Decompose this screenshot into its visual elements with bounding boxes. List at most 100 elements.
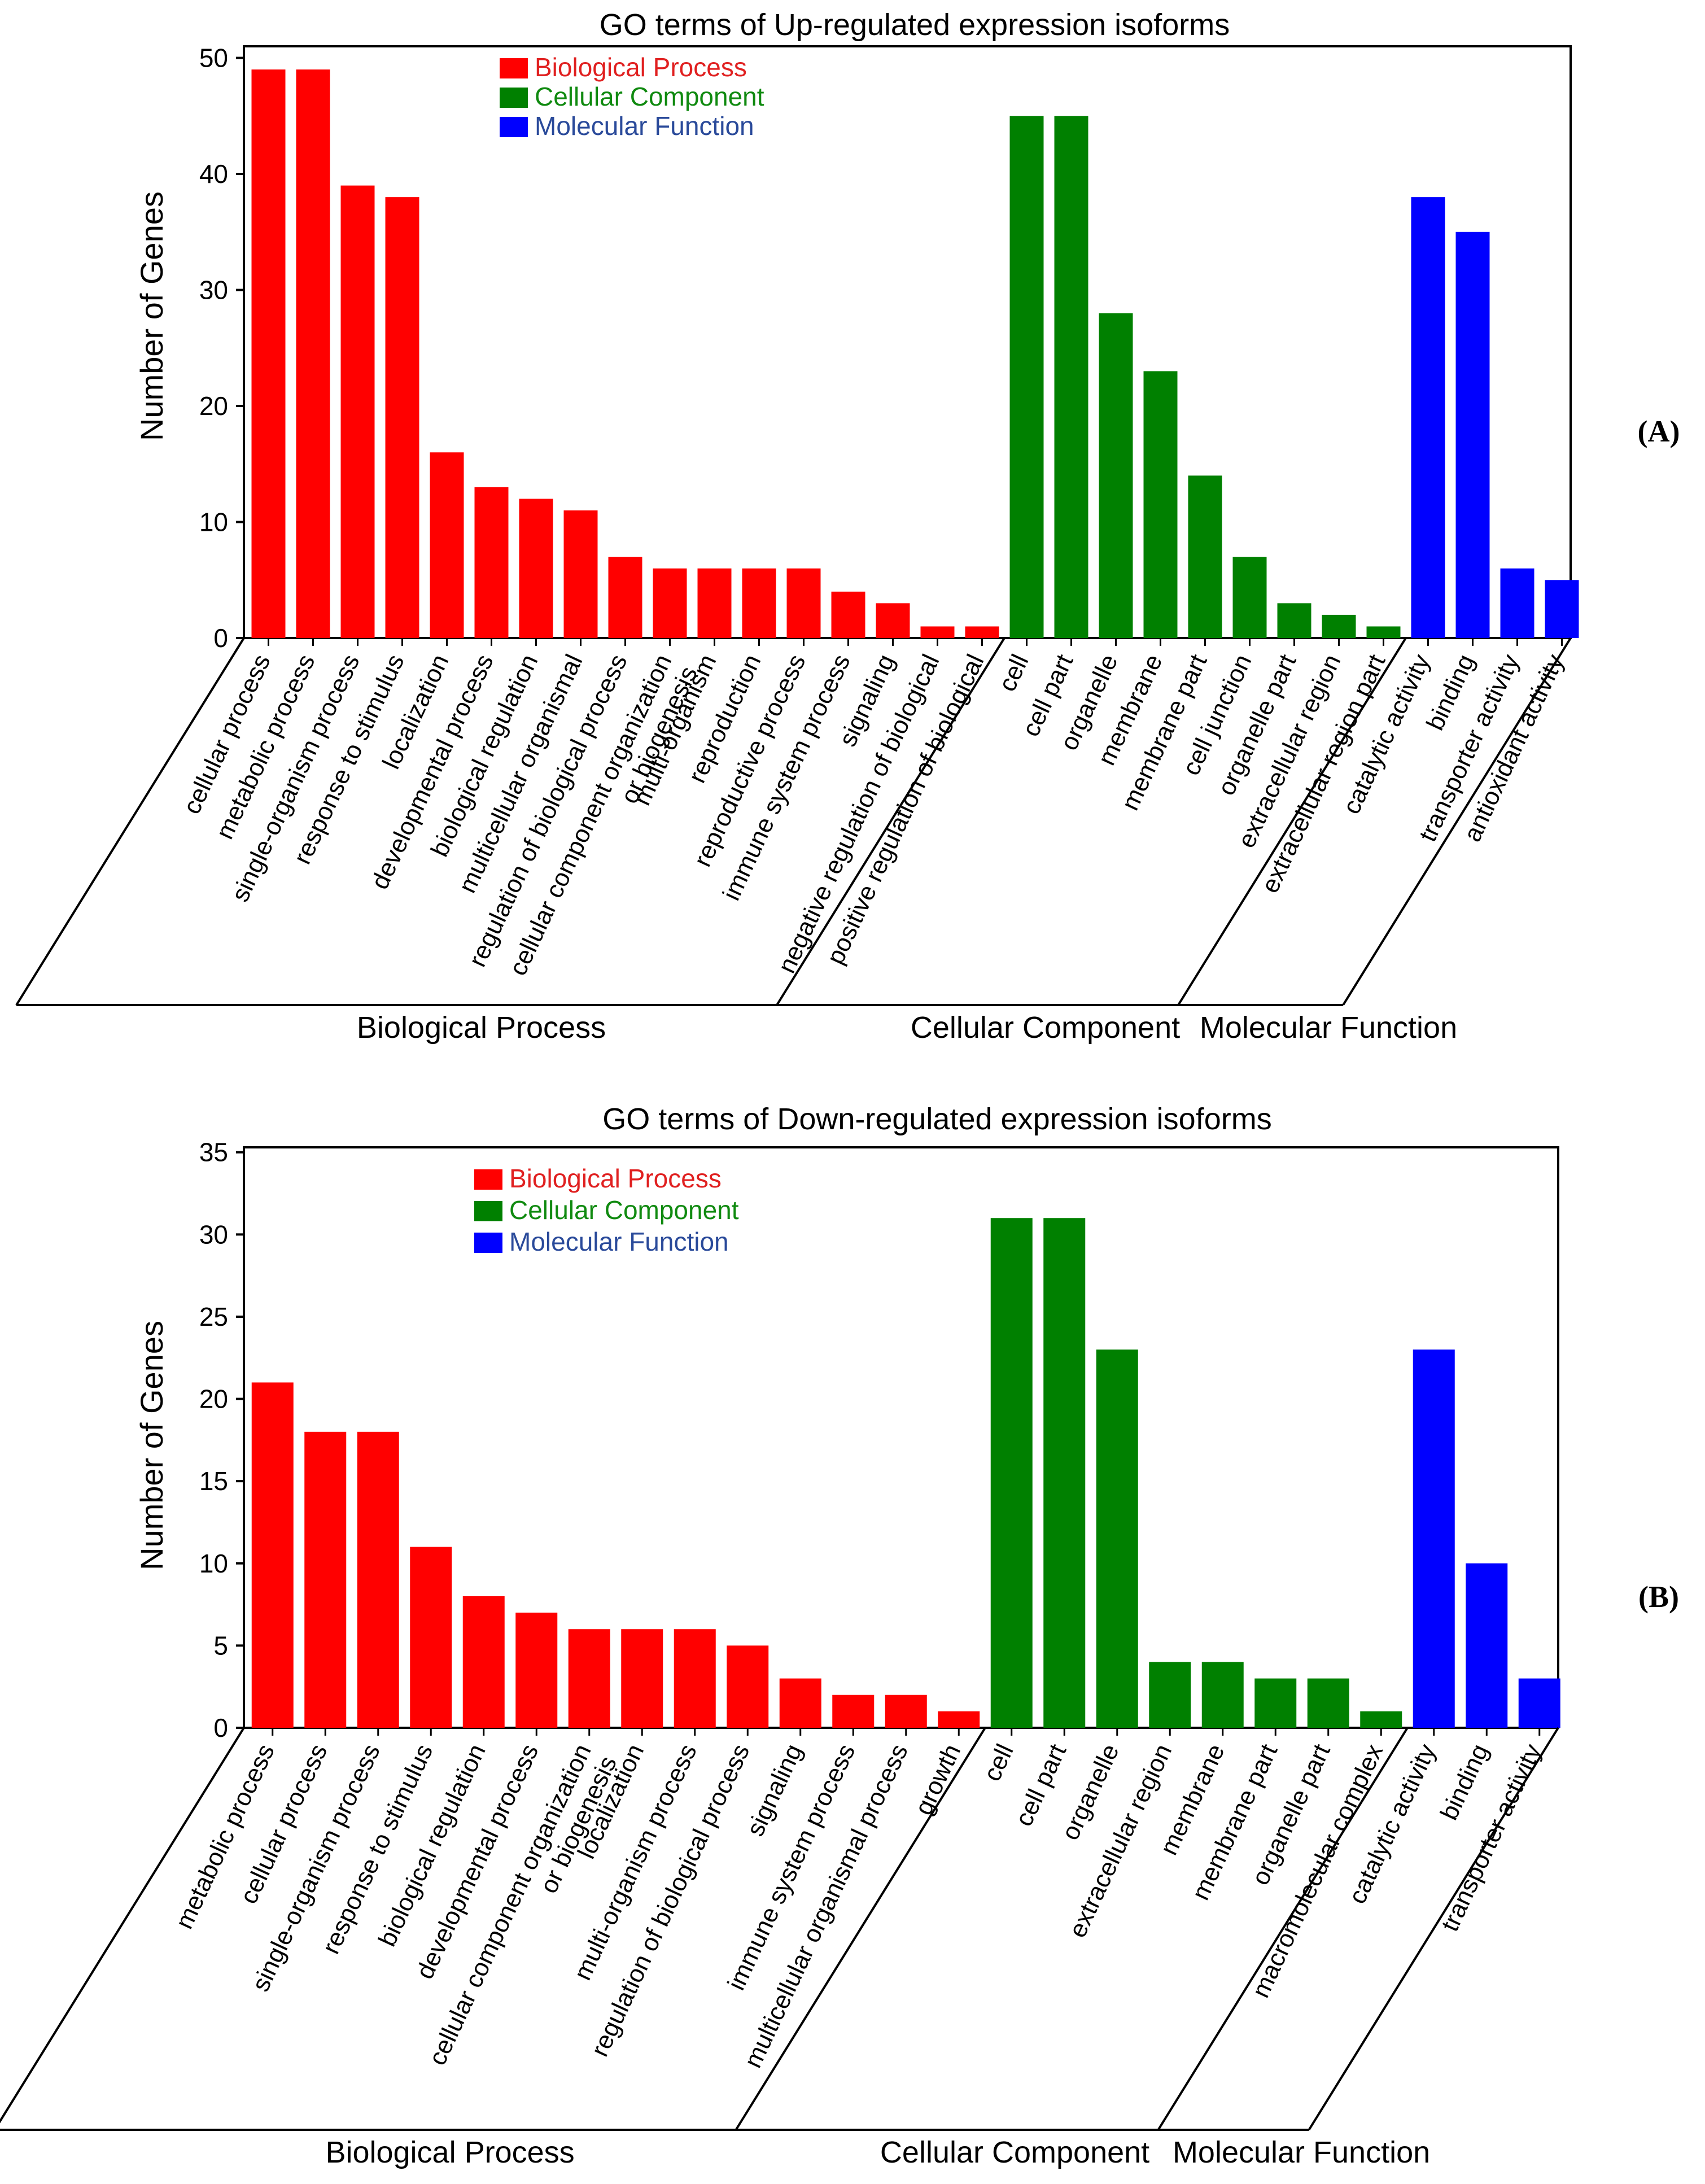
bar-cellular-process [251,69,286,639]
bar-response-to-stimulus [385,197,419,638]
bar-cellular-component-organization-or-biogenesis [653,568,687,638]
panel-b-label: (B) [1638,1580,1679,1614]
legend-swatch-molecular-function [474,1233,502,1253]
group-label-biological-process: Biological Process [325,2135,574,2169]
bar-signaling [779,1678,821,1728]
bar-regulation-of-biological-process [608,557,642,638]
legend-swatch-biological-process [500,58,528,78]
legend-label-molecular-function: Molecular Function [535,111,754,141]
bar-metabolic-process [296,69,330,639]
bar-organelle [1096,1349,1138,1728]
bar-transporter-activity [1518,1678,1560,1728]
bar-cell [1009,116,1044,638]
bar-catalytic-activity [1413,1349,1455,1728]
bar-signaling [876,603,910,638]
bar-reproduction [742,568,776,638]
y-tick-label: 20 [199,391,228,421]
bar-localization [430,452,464,638]
bar-cellular-process [304,1431,347,1728]
y-tick-label: 10 [199,508,228,537]
group-label-molecular-function: Molecular Function [1173,2135,1430,2169]
legend-label-biological-process: Biological Process [509,1164,722,1193]
y-tick-label: 10 [199,1549,228,1578]
bar-organelle-part [1277,603,1311,638]
bar-response-to-stimulus [410,1547,452,1728]
bar-single-organism-process [340,185,375,638]
bar-membrane-part [1188,475,1222,638]
bar-single-organism-process [357,1431,399,1728]
group-bracket-left [0,1727,245,2124]
bar-binding [1466,1563,1508,1728]
y-tick-label: 25 [199,1302,228,1331]
bar-catalytic-activity [1411,197,1445,638]
bar-cellular-component-organization-or-biogenesis [568,1629,610,1728]
y-tick-label: 0 [213,623,228,653]
bar-positive-regulation-of-biological [965,626,999,638]
group-label-molecular-function: Molecular Function [1200,1011,1457,1045]
bar-growth [938,1711,980,1728]
y-tick-label: 20 [199,1384,228,1414]
bar-membrane [1201,1662,1244,1728]
bar-binding [1455,231,1490,638]
group-label-cellular-component: Cellular Component [880,2135,1149,2169]
group-label-biological-process: Biological Process [357,1011,606,1045]
y-tick-label: 35 [199,1138,228,1167]
bar-immune-system-process [832,1694,875,1728]
legend-label-molecular-function: Molecular Function [509,1227,729,1256]
bar-metabolic-process [251,1382,294,1728]
bar-extracellular-region-part [1366,626,1401,638]
bar-multi-organism [697,568,732,638]
bar-cell-part [1043,1218,1086,1728]
group-bracket-left [1177,637,1407,1006]
bar-multicellular-organismal [563,510,598,638]
legend-label-cellular-component: Cellular Component [535,82,764,111]
bar-reproductive-process [786,568,821,638]
bar-organelle-part [1307,1678,1349,1728]
bar-regulation-of-biological-process [727,1645,769,1728]
y-tick-label: 0 [213,1713,228,1742]
y-tick-label: 15 [199,1466,228,1496]
bar-developmental-process [474,487,509,638]
bar-developmental-process [515,1613,558,1728]
group-bracket-left [735,1727,986,2131]
bar-multi-organism-process [674,1629,716,1728]
group-bracket-left [776,637,1005,1006]
bar-extracellular-region [1322,614,1356,638]
chart-title: GO terms of Down-regulated expression is… [602,1102,1271,1136]
chart-title: GO terms of Up-regulated expression isof… [600,8,1230,42]
panel-a-label: (A) [1638,414,1680,448]
group-bracket-left [1157,1727,1409,2131]
bar-immune-system-process [831,591,865,638]
group-bracket-right [1308,1727,1559,2131]
bar-antioxidant-activity [1545,580,1579,638]
legend-label-cellular-component: Cellular Component [509,1195,739,1225]
y-tick-label: 5 [213,1631,228,1660]
bar-macromolecular-complex [1360,1711,1402,1728]
group-label-cellular-component: Cellular Component [911,1011,1180,1045]
y-axis-label: Number of Genes [134,191,169,441]
y-axis-label: Number of Genes [134,1321,169,1570]
legend-swatch-cellular-component [474,1201,502,1221]
bar-cell [990,1218,1033,1728]
y-tick-label: 30 [199,1220,228,1249]
group-bracket-right [1342,637,1572,1006]
bar-multicellular-organismal-process [885,1694,927,1728]
legend-swatch-biological-process [474,1169,502,1190]
y-tick-label: 40 [199,159,228,189]
bar-membrane [1143,371,1178,638]
legend-swatch-cellular-component [500,88,528,108]
bar-cell-part [1054,116,1088,638]
legend-label-biological-process: Biological Process [535,53,747,82]
bar-organelle [1099,313,1133,638]
bar-extracellular-region [1149,1662,1191,1728]
group-bracket-left [15,637,245,1006]
bar-biological-regulation [519,499,553,638]
bar-cell-junction [1232,557,1267,638]
bar-localization [621,1629,663,1728]
bar-biological-regulation [462,1596,505,1728]
y-tick-label: 50 [199,43,228,73]
bar-transporter-activity [1500,568,1535,638]
y-tick-label: 30 [199,276,228,305]
legend-swatch-molecular-function [500,117,528,137]
